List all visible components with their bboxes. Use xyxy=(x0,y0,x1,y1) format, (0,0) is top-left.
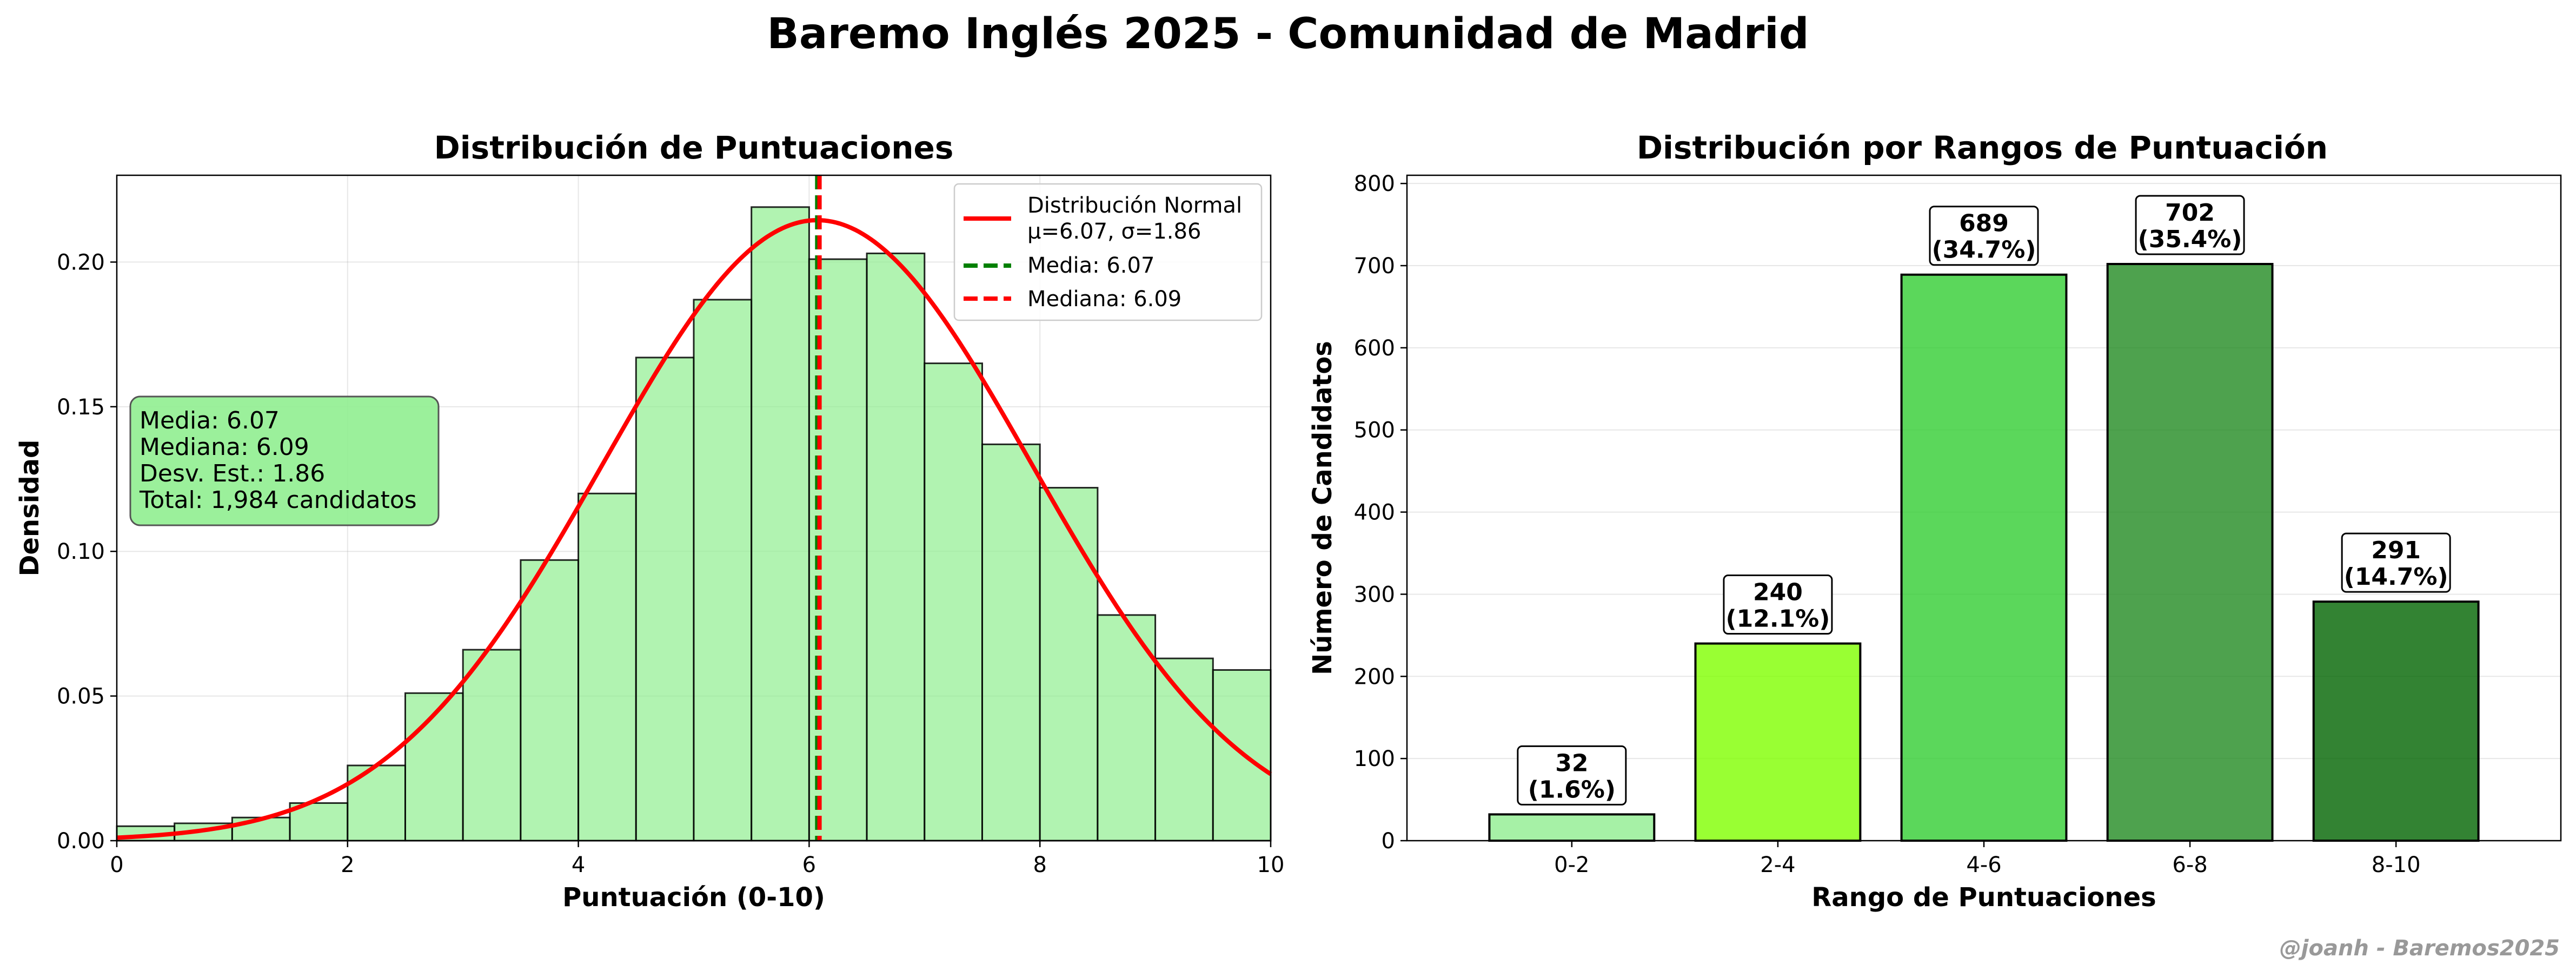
y-tick-label: 800 xyxy=(1354,171,1395,196)
y-tick-label: 600 xyxy=(1354,336,1395,361)
y-tick-label: 400 xyxy=(1354,500,1395,525)
bar-label-percent: (1.6%) xyxy=(1528,776,1616,803)
x-tick-label: 6-8 xyxy=(2172,853,2207,877)
stats-line-total: Total: 1,984 candidatos xyxy=(139,486,417,514)
bar-label-percent: (35.4%) xyxy=(2138,226,2242,253)
legend-frame xyxy=(953,183,1263,321)
y-tick-label: 0.00 xyxy=(57,829,105,854)
bar-label-count: 689 xyxy=(1959,210,2009,237)
stats-box: Media: 6.07 Mediana: 6.09 Desv. Est.: 1.… xyxy=(129,395,440,526)
x-tick-label: 2 xyxy=(341,853,354,877)
histogram-bar xyxy=(1154,657,1214,842)
bar-value-label: 689(34.7%) xyxy=(1929,206,2039,266)
bar-label-box xyxy=(2341,532,2451,593)
bar-label-percent: (14.7%) xyxy=(2344,563,2448,591)
bar-8-10 xyxy=(2312,600,2480,842)
normal-fit-curve xyxy=(116,217,1272,840)
x-tick-label: 4-6 xyxy=(1966,853,2001,877)
x-tick-label: 0 xyxy=(110,853,123,877)
histogram-bars xyxy=(116,206,1272,842)
histogram-y-ticks: 0.00 0.05 0.10 0.15 0.20 xyxy=(57,250,117,854)
histogram-bar xyxy=(981,443,1041,842)
legend-label-mean: Media: 6.07 xyxy=(1027,253,1154,278)
y-tick-label: 700 xyxy=(1354,254,1395,279)
figure-title: Baremo Inglés 2025 - Comunidad de Madrid xyxy=(767,10,1809,58)
y-tick-label: 0.20 xyxy=(57,250,105,275)
bar-y-ticks: 0 100 200 300 400 500 600 700 800 xyxy=(1354,171,1407,854)
bar-label-box xyxy=(2135,195,2245,255)
bar-label-count: 291 xyxy=(2371,537,2421,564)
bar-panel: Distribución por Rangos de Puntuación 0-… xyxy=(1307,129,2562,913)
bar-value-labels: 32(1.6%) 240(12.1%) 689(34.7%) 702(35.4%) 29… xyxy=(1517,195,2451,806)
bar-label-box xyxy=(1723,575,1833,635)
credit-watermark: @joanh - Baremos2025 xyxy=(2279,936,2560,961)
bar-6-8 xyxy=(2106,263,2274,842)
bar-label-box xyxy=(1929,206,2039,266)
legend-label-normal-line1: Distribución Normal xyxy=(1027,193,1242,218)
bar-value-label: 702(35.4%) xyxy=(2135,195,2245,255)
histogram-bar xyxy=(635,357,695,842)
y-tick-label: 0.05 xyxy=(57,684,105,709)
stats-box-background xyxy=(129,395,440,526)
bar-label-box xyxy=(1517,745,1627,806)
y-tick-label: 0.15 xyxy=(57,395,105,420)
bar-value-label: 240(12.1%) xyxy=(1723,575,1833,635)
x-tick-label: 8 xyxy=(1033,853,1046,877)
bar-series xyxy=(1488,263,2480,842)
bar-value-label: 291(14.7%) xyxy=(2341,532,2451,593)
x-tick-label: 8-10 xyxy=(2372,853,2421,877)
x-tick-label: 0-2 xyxy=(1554,853,1589,877)
stats-line-median: Mediana: 6.09 xyxy=(140,433,309,461)
histogram-bar xyxy=(693,299,753,842)
stats-line-std: Desv. Est.: 1.86 xyxy=(140,460,325,487)
bar-label-percent: (34.7%) xyxy=(1932,236,2036,264)
histogram-bar xyxy=(404,692,464,842)
stats-line-mean: Media: 6.07 xyxy=(140,407,280,434)
bar-label-count: 32 xyxy=(1555,749,1588,777)
histogram-x-axis-label: Puntuación (0-10) xyxy=(562,882,825,913)
y-tick-label: 200 xyxy=(1354,664,1395,689)
histogram-panel: Distribución de Puntuaciones 0 2 4 6 8 10 0.0… xyxy=(15,129,1284,913)
bar-y-axis-label: Número de Candidatos xyxy=(1307,341,1338,675)
bar-label-count: 702 xyxy=(2165,199,2215,227)
histogram-bar xyxy=(1039,487,1099,842)
histogram-axes-frame xyxy=(116,174,1272,842)
bar-label-percent: (12.1%) xyxy=(1725,605,1830,633)
y-tick-label: 0.10 xyxy=(57,539,105,564)
histogram-title: Distribución de Puntuaciones xyxy=(434,129,954,166)
bar-2-4 xyxy=(1694,642,1862,842)
bar-0-2 xyxy=(1488,813,1656,842)
y-tick-label: 300 xyxy=(1354,582,1395,607)
bar-4-6 xyxy=(1900,273,2068,842)
y-tick-label: 0 xyxy=(1382,829,1395,854)
histogram-bar xyxy=(866,252,926,842)
histogram-y-axis-label: Densidad xyxy=(15,440,45,577)
histogram-bar xyxy=(462,649,522,842)
legend-label-median: Mediana: 6.09 xyxy=(1027,287,1181,312)
x-tick-label: 4 xyxy=(572,853,585,877)
histogram-bar xyxy=(751,206,810,842)
legend-label-normal-line2: μ=6.07, σ=1.86 xyxy=(1027,219,1201,244)
histogram-x-ticks: 0 2 4 6 8 10 xyxy=(110,841,1284,877)
bar-x-ticks: 0-2 2-4 4-6 6-8 8-10 xyxy=(1554,841,2421,877)
bar-label-count: 240 xyxy=(1753,579,1803,606)
bar-x-axis-label: Rango de Puntuaciones xyxy=(1811,882,2156,913)
x-tick-label: 6 xyxy=(802,853,816,877)
histogram-bar xyxy=(924,362,984,842)
bar-value-label: 32(1.6%) xyxy=(1517,745,1627,806)
histogram-legend: Distribución Normal μ=6.07, σ=1.86 Media… xyxy=(953,183,1263,321)
histogram-bar xyxy=(577,492,637,842)
histogram-bar xyxy=(520,559,580,842)
y-tick-label: 500 xyxy=(1354,418,1395,443)
x-tick-label: 10 xyxy=(1257,853,1285,877)
bar-chart-title: Distribución por Rangos de Puntuación xyxy=(1637,129,2328,166)
y-tick-label: 100 xyxy=(1354,747,1395,771)
x-tick-label: 2-4 xyxy=(1760,853,1795,877)
